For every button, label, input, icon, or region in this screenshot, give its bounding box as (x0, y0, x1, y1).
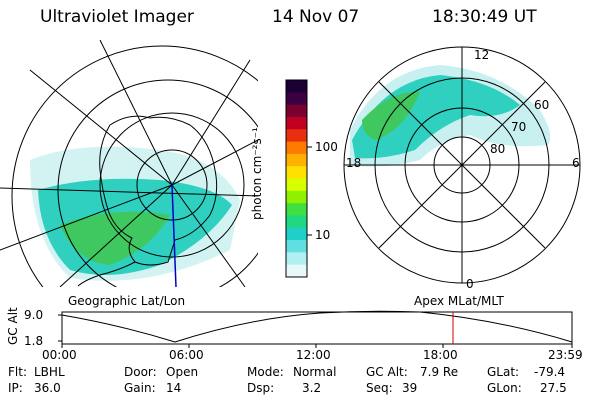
altitude-axis-label: GC Alt (6, 307, 20, 345)
colorbar-segment (286, 129, 307, 143)
status-ip-value: 36.0 (34, 381, 61, 395)
status-ip-label: IP: (8, 381, 23, 395)
status-flt-label: Flt: (8, 365, 27, 379)
coastline (99, 115, 218, 266)
apex-panel-label: Apex MLat/MLT (414, 294, 504, 308)
geo-aurora-core (60, 211, 170, 265)
mlt-label-12: 12 (474, 48, 490, 62)
colorbar-segment (286, 92, 307, 106)
observation-time: 18:30:49 UT (432, 7, 537, 27)
colorbar-segment (286, 215, 307, 229)
peninsula (77, 261, 136, 287)
colorbar-segment (286, 80, 307, 93)
altitude-curve (61, 310, 573, 343)
observation-date: 14 Nov 07 (272, 7, 360, 27)
colorbar-frame (285, 79, 308, 278)
colorbar-segment (286, 141, 307, 155)
colorbar-segment (286, 240, 307, 253)
colorbar-unit-label: photon cm⁻²s⁻¹ (250, 127, 264, 220)
apex-aurora-core (362, 91, 420, 140)
mlt-label-0: 0 (466, 277, 474, 291)
altitude-ytick-min: 1.8 (24, 334, 44, 348)
status-door-label: Door: (124, 365, 157, 379)
status-glon-label: GLon: (487, 381, 522, 395)
geo-grid (0, 40, 258, 287)
colorbar-segment (286, 104, 307, 118)
apex-aurora-band (352, 75, 520, 159)
status-seq-label: Seq: (366, 381, 393, 395)
altitude-strip (58, 310, 573, 348)
colorbar-segment (286, 178, 307, 192)
colorbar-segment (286, 227, 307, 241)
colorbar-segment (286, 203, 307, 216)
mlat-label-70: 70 (511, 120, 527, 134)
time-tick-4: 23:59 (548, 348, 583, 362)
status-gain-value: 14 (166, 381, 182, 395)
colorbar-label-10: 10 (315, 228, 331, 242)
orbit-meridian (171, 184, 177, 287)
mlt-label-18: 18 (346, 156, 362, 170)
colorbar (286, 80, 307, 278)
mlat-label-80: 80 (490, 142, 506, 156)
status-glat-label: GLat: (487, 365, 520, 379)
geo-panel-label: Geographic Lat/Lon (68, 294, 186, 308)
status-dsp-label: Dsp: (247, 381, 275, 395)
status-gcalt-value: 7.9 Re (420, 365, 459, 379)
status-glon-value: 27.5 (540, 381, 567, 395)
status-glat-value: -79.4 (534, 365, 566, 379)
altitude-ytick-max: 9.0 (24, 308, 44, 322)
colorbar-segment (286, 252, 307, 266)
time-tick-2: 12:00 (296, 348, 331, 362)
instrument-title: Ultraviolet Imager (40, 7, 194, 27)
status-flt-value: LBHL (34, 365, 65, 379)
apex-panel (343, 46, 581, 284)
time-tick-0: 00:00 (42, 348, 77, 362)
apex-grid (343, 46, 581, 284)
status-mode-value: Normal (293, 365, 337, 379)
geographic-panel (0, 40, 258, 287)
mlt-label-6: 6 (572, 156, 580, 170)
status-gain-label: Gain: (124, 381, 156, 395)
status-dsp-value: 3.2 (302, 381, 322, 395)
mlat-label-60: 60 (534, 98, 550, 112)
time-tick-1: 06:00 (169, 348, 204, 362)
time-tick-3: 18:00 (423, 348, 458, 362)
colorbar-segment (286, 264, 307, 278)
status-mode-label: Mode: (247, 365, 284, 379)
colorbar-label-100: 100 (315, 140, 338, 154)
colorbar-segment (286, 190, 307, 204)
colorbar-segment (286, 153, 307, 167)
colorbar-segment (286, 116, 307, 130)
status-door-value: Open (166, 365, 199, 379)
status-seq-value: 39 (402, 381, 418, 395)
status-gcalt-label: GC Alt: (366, 365, 408, 379)
colorbar-segment (286, 166, 307, 179)
